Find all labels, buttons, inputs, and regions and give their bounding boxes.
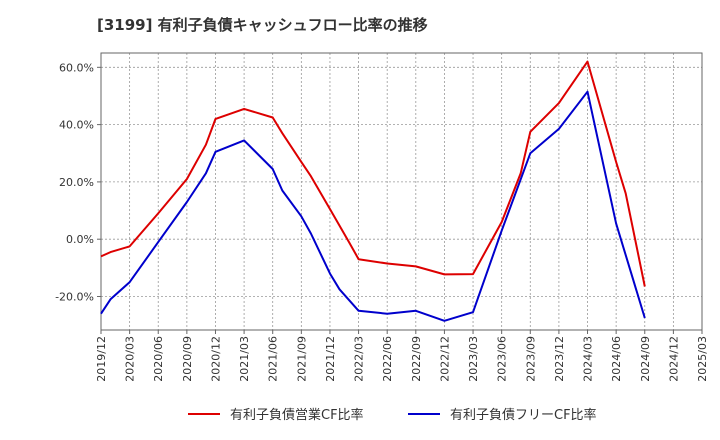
- x-tick-label: 2024/09: [639, 336, 652, 382]
- x-tick-label: 2020/03: [124, 336, 137, 382]
- x-tick-label: 2025/03: [696, 336, 709, 382]
- legend-item-free-cf: 有利子負債フリーCF比率: [408, 404, 597, 423]
- plot-frame: [100, 52, 703, 331]
- x-tick-label: 2021/09: [295, 336, 308, 382]
- x-tick-label: 2024/03: [582, 336, 595, 382]
- x-tick-label: 2023/06: [496, 336, 509, 382]
- legend-swatch-free-cf: [408, 412, 440, 415]
- x-tick-label: 2021/06: [267, 336, 280, 382]
- x-tick-label: 2022/09: [410, 336, 423, 382]
- y-tick-label: 40.0%: [59, 119, 94, 132]
- y-tick-label: 20.0%: [59, 176, 94, 189]
- x-tick-label: 2020/06: [152, 336, 165, 382]
- series-line-free-cf: [100, 90, 646, 322]
- x-tick-label: 2023/03: [467, 336, 480, 382]
- x-tick-label: 2022/12: [438, 336, 451, 382]
- x-tick-label: 2020/12: [209, 336, 222, 382]
- legend-item-operating-cf: 有利子負債営業CF比率: [188, 404, 364, 423]
- series-line-operating-cf: [100, 60, 646, 287]
- x-tick-label: 2023/12: [553, 336, 566, 382]
- legend-swatch-operating-cf: [188, 412, 220, 415]
- x-tick-label: 2020/09: [181, 336, 194, 382]
- y-tick-label: 0.0%: [66, 233, 94, 246]
- x-tick-label: 2024/06: [610, 336, 623, 382]
- y-tick-label: 60.0%: [59, 61, 94, 74]
- line-chart: 2019/12 2020/03 2020/06 2020/09 2020/12 2021/…: [55, 52, 709, 382]
- y-tick-label: -20.0%: [55, 290, 94, 303]
- x-tick-label: 2021/03: [238, 336, 251, 382]
- x-tick-label: 2022/06: [381, 336, 394, 382]
- plot-area: [101, 53, 702, 330]
- x-tick-label: 2024/12: [667, 336, 680, 382]
- x-tick-label: 2019/12: [95, 336, 108, 382]
- legend: 有利子負債営業CF比率 有利子負債フリーCF比率: [0, 404, 720, 428]
- x-tick-label: 2023/09: [524, 336, 537, 382]
- legend-label-operating-cf: 有利子負債営業CF比率: [230, 408, 364, 423]
- chart-title: [3199] 有利子負債キャッシュフロー比率の推移: [97, 16, 428, 34]
- x-tick-label: 2021/12: [324, 336, 337, 382]
- x-tick-label: 2022/03: [353, 336, 366, 382]
- legend-label-free-cf: 有利子負債フリーCF比率: [450, 408, 597, 423]
